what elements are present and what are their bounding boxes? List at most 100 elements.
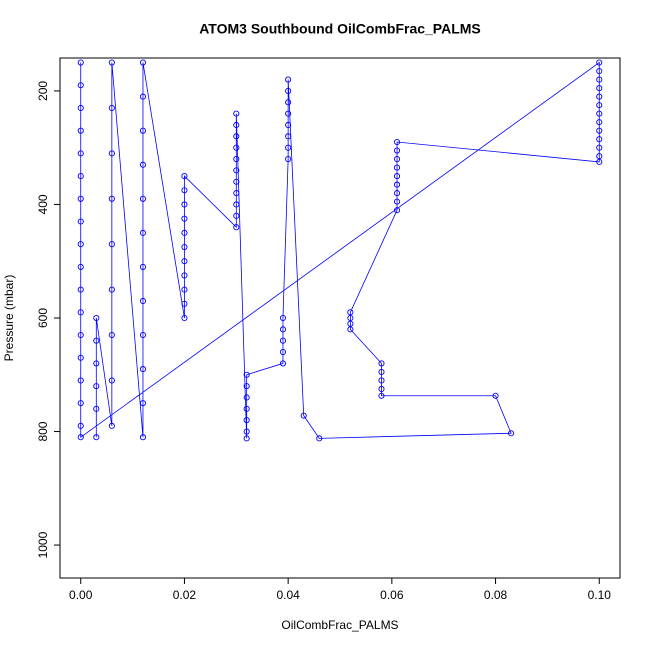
data-point	[77, 195, 84, 202]
data-point	[279, 337, 287, 344]
data-point	[285, 99, 292, 106]
data-point	[243, 417, 250, 424]
data-point	[108, 59, 115, 66]
data-point	[378, 377, 385, 384]
data-point	[93, 383, 100, 390]
data-point	[316, 435, 323, 442]
data-point	[596, 102, 603, 109]
data-point	[181, 258, 188, 265]
data-point	[108, 422, 115, 429]
data-point	[77, 59, 84, 66]
data-point	[181, 215, 188, 222]
data-point	[347, 314, 354, 322]
data-point	[393, 207, 401, 214]
data-point	[77, 82, 84, 89]
data-point	[139, 127, 147, 134]
data-point	[77, 434, 84, 441]
data-point	[243, 383, 250, 390]
data-point	[93, 405, 100, 412]
data-point	[108, 286, 115, 293]
data-point	[233, 144, 240, 151]
data-point	[285, 87, 292, 94]
data-point	[181, 286, 188, 293]
data-point	[139, 434, 147, 441]
data-point	[285, 110, 292, 117]
data-point	[77, 331, 84, 339]
data-point	[596, 127, 603, 134]
data-point	[393, 181, 401, 188]
data-point	[93, 314, 100, 322]
data-point	[233, 224, 240, 231]
data-point	[596, 136, 603, 143]
data-point	[77, 263, 84, 270]
data-point	[139, 195, 147, 202]
data-point	[181, 187, 188, 194]
data-point	[77, 400, 84, 407]
data-point	[378, 392, 385, 399]
data-point	[378, 385, 385, 393]
y-tick-label: 400	[36, 194, 50, 214]
data-point	[596, 85, 603, 92]
data-point	[108, 241, 115, 248]
data-point	[233, 178, 240, 185]
data-point	[77, 286, 84, 293]
data-point	[285, 133, 292, 140]
x-tick-label: 0.00	[69, 588, 93, 602]
x-axis-label: OilCombFrac_PALMS	[281, 618, 398, 632]
data-point	[181, 201, 188, 208]
data-point	[181, 243, 188, 251]
data-point	[77, 309, 84, 316]
data-point	[393, 190, 401, 197]
data-point	[492, 392, 499, 399]
data-point	[300, 412, 307, 419]
data-point	[243, 428, 250, 435]
data-point	[596, 110, 603, 117]
data-point	[108, 150, 115, 157]
data-point	[393, 164, 401, 171]
y-axis-label: Pressure (mbar)	[2, 275, 16, 362]
data-point	[279, 314, 287, 322]
data-point	[108, 104, 115, 112]
data-point	[139, 93, 147, 100]
data-point	[508, 430, 515, 437]
data-point	[77, 241, 84, 248]
y-tick-label: 200	[36, 81, 50, 101]
data-point	[77, 127, 84, 134]
data-point	[77, 150, 84, 157]
data-point	[139, 161, 147, 168]
data-point	[347, 320, 354, 327]
data-point	[77, 377, 84, 384]
x-tick-label: 0.10	[588, 588, 612, 602]
data-point	[139, 229, 147, 236]
data-point	[279, 360, 287, 367]
data-point	[285, 155, 292, 163]
chart-title: ATOM3 Southbound OilCombFrac_PALMS	[199, 21, 481, 37]
data-point	[347, 309, 354, 316]
data-point	[93, 337, 100, 344]
x-tick-label: 0.06	[380, 588, 404, 602]
data-point	[347, 326, 354, 333]
data-point	[393, 198, 401, 205]
data-point	[596, 68, 603, 75]
data-point	[93, 434, 100, 441]
y-tick-label: 1000	[36, 531, 50, 558]
data-point	[77, 422, 84, 429]
data-point	[393, 147, 401, 154]
data-point	[181, 314, 188, 322]
data-point	[378, 368, 385, 375]
data-point	[596, 144, 603, 151]
data-point	[285, 144, 292, 151]
data-point	[108, 195, 115, 202]
data-point	[139, 59, 147, 66]
data-point	[77, 104, 84, 112]
data-point	[139, 366, 147, 373]
data-point	[596, 119, 603, 126]
data-point	[233, 212, 240, 219]
data-point	[139, 297, 147, 305]
data-point	[77, 173, 84, 180]
data-point	[233, 121, 240, 129]
y-tick-label: 800	[36, 421, 50, 441]
data-point	[285, 76, 292, 83]
